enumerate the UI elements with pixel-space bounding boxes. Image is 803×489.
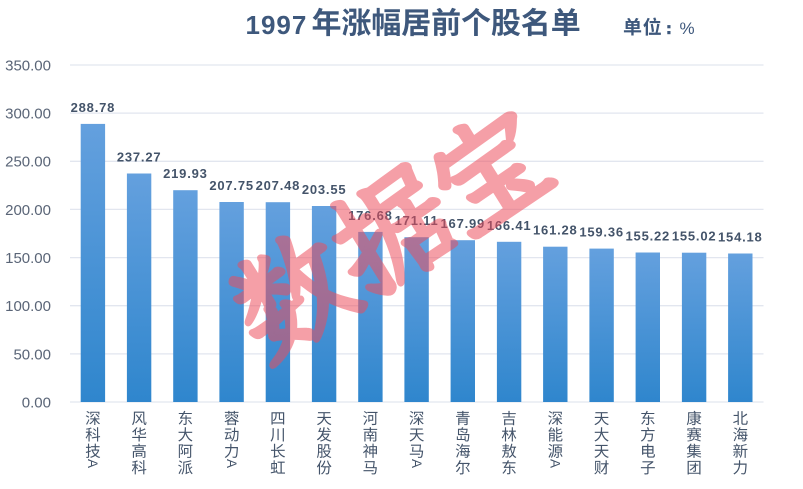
svg-text:A: A [224, 459, 239, 468]
svg-text:350.00: 350.00 [5, 57, 51, 74]
svg-text:154.18: 154.18 [718, 230, 763, 245]
svg-text:A: A [85, 459, 100, 468]
svg-text:300.00: 300.00 [5, 106, 51, 123]
svg-text:155.22: 155.22 [626, 229, 671, 244]
svg-text:A: A [409, 459, 424, 468]
svg-text:167.99: 167.99 [441, 216, 486, 231]
svg-text:200.00: 200.00 [5, 202, 51, 219]
svg-text:%: % [680, 19, 695, 38]
svg-text:288.78: 288.78 [71, 100, 116, 115]
svg-text:207.48: 207.48 [256, 178, 301, 193]
svg-text:0.00: 0.00 [22, 394, 51, 411]
svg-text:161.28: 161.28 [533, 223, 578, 238]
svg-text:155.02: 155.02 [672, 229, 717, 244]
svg-text:219.93: 219.93 [163, 166, 208, 181]
svg-text:159.36: 159.36 [579, 225, 624, 240]
svg-text:237.27: 237.27 [117, 150, 162, 165]
svg-text:250.00: 250.00 [5, 154, 51, 171]
svg-text:50.00: 50.00 [13, 346, 51, 363]
svg-text:203.55: 203.55 [302, 182, 347, 197]
svg-text:100.00: 100.00 [5, 298, 51, 315]
svg-text:1997: 1997 [246, 10, 308, 40]
svg-text:150.00: 150.00 [5, 250, 51, 267]
svg-text:A: A [548, 459, 563, 468]
svg-text:207.75: 207.75 [209, 178, 254, 193]
